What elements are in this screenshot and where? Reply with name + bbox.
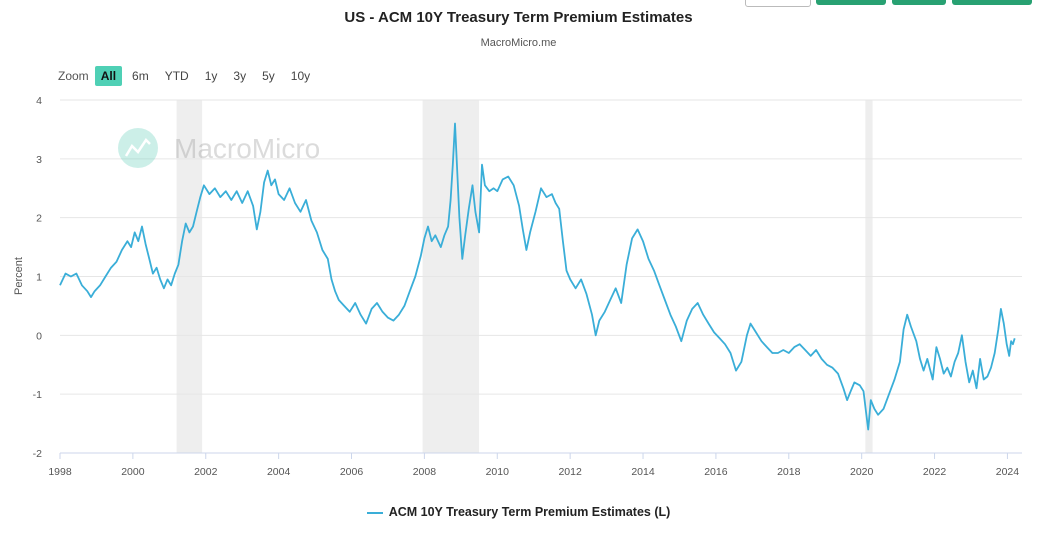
- x-tick-label: 2020: [850, 466, 874, 478]
- top-toolbar-button-3[interactable]: [892, 0, 946, 5]
- zoom-1y-button[interactable]: 1y: [204, 69, 218, 83]
- x-tick-label: 2004: [267, 466, 291, 478]
- x-tick-label: 2000: [121, 466, 145, 478]
- y-tick-label: 2: [36, 213, 42, 225]
- chart-subtitle: MacroMicro.me: [480, 37, 557, 49]
- y-tick-label: 4: [36, 95, 42, 107]
- zoom-6m-button[interactable]: 6m: [132, 69, 149, 83]
- y-tick-label: 0: [36, 330, 42, 342]
- watermark-chart-icon: [124, 138, 151, 157]
- y-axis-label: Percent: [13, 257, 25, 295]
- zoom-3y-button[interactable]: 3y: [233, 69, 247, 83]
- watermark: MacroMicro: [118, 128, 320, 168]
- zoom-bar: Zoom All 6m YTD 1y 3y 5y 10y: [58, 66, 320, 86]
- x-tick-label: 2008: [413, 466, 437, 478]
- y-tick-label: -2: [33, 448, 42, 460]
- legend-label: ACM 10Y Treasury Term Premium Estimates …: [388, 505, 671, 519]
- x-axis-ticks: 1998 2000 2002 2004 2006 2008 2010 2012 2014 2016…: [48, 453, 1019, 478]
- x-tick-label: 2002: [194, 466, 218, 478]
- chart-title: US - ACM 10Y Treasury Term Premium Estim…: [344, 9, 693, 26]
- legend[interactable]: ACM 10Y Treasury Term Premium Estimates …: [0, 505, 1037, 519]
- top-toolbar-button-4[interactable]: [952, 0, 1032, 5]
- zoom-10y-button[interactable]: 10y: [290, 69, 311, 83]
- zoom-label: Zoom: [58, 69, 89, 83]
- y-axis-ticks: 4 3 2 1 0 -1 -2: [33, 95, 43, 460]
- x-tick-label: 2024: [996, 466, 1020, 478]
- y-tick-label: -1: [33, 389, 42, 401]
- chart-plot[interactable]: MacroMicro 4 3 2 1 0 -1 -2 1998 2000 2002 2004 200…: [0, 0, 1037, 500]
- watermark-logo-icon: [118, 128, 158, 168]
- zoom-all-button[interactable]: All: [94, 66, 123, 86]
- series-line-acm-10y-term-premium[interactable]: [59, 122, 1016, 431]
- zoom-5y-button[interactable]: 5y: [262, 69, 275, 83]
- zoom-ytd-button[interactable]: YTD: [164, 69, 189, 83]
- x-tick-label: 2018: [777, 466, 801, 478]
- legend-swatch: [366, 511, 383, 514]
- x-tick-label: 2006: [340, 466, 364, 478]
- x-tick-label: 1998: [48, 466, 72, 478]
- y-tick-label: 3: [36, 154, 42, 166]
- x-tick-label: 2010: [486, 466, 510, 478]
- grid-lines: [60, 99, 1022, 395]
- x-tick-label: 2016: [704, 466, 728, 478]
- top-toolbar-button-2[interactable]: [816, 0, 886, 5]
- x-tick-label: 2014: [631, 466, 655, 478]
- y-tick-label: 1: [36, 272, 42, 284]
- watermark-text: MacroMicro: [174, 133, 320, 164]
- x-tick-label: 2012: [558, 466, 582, 478]
- x-tick-label: 2022: [923, 466, 947, 478]
- top-toolbar-button-1[interactable]: [745, 0, 811, 7]
